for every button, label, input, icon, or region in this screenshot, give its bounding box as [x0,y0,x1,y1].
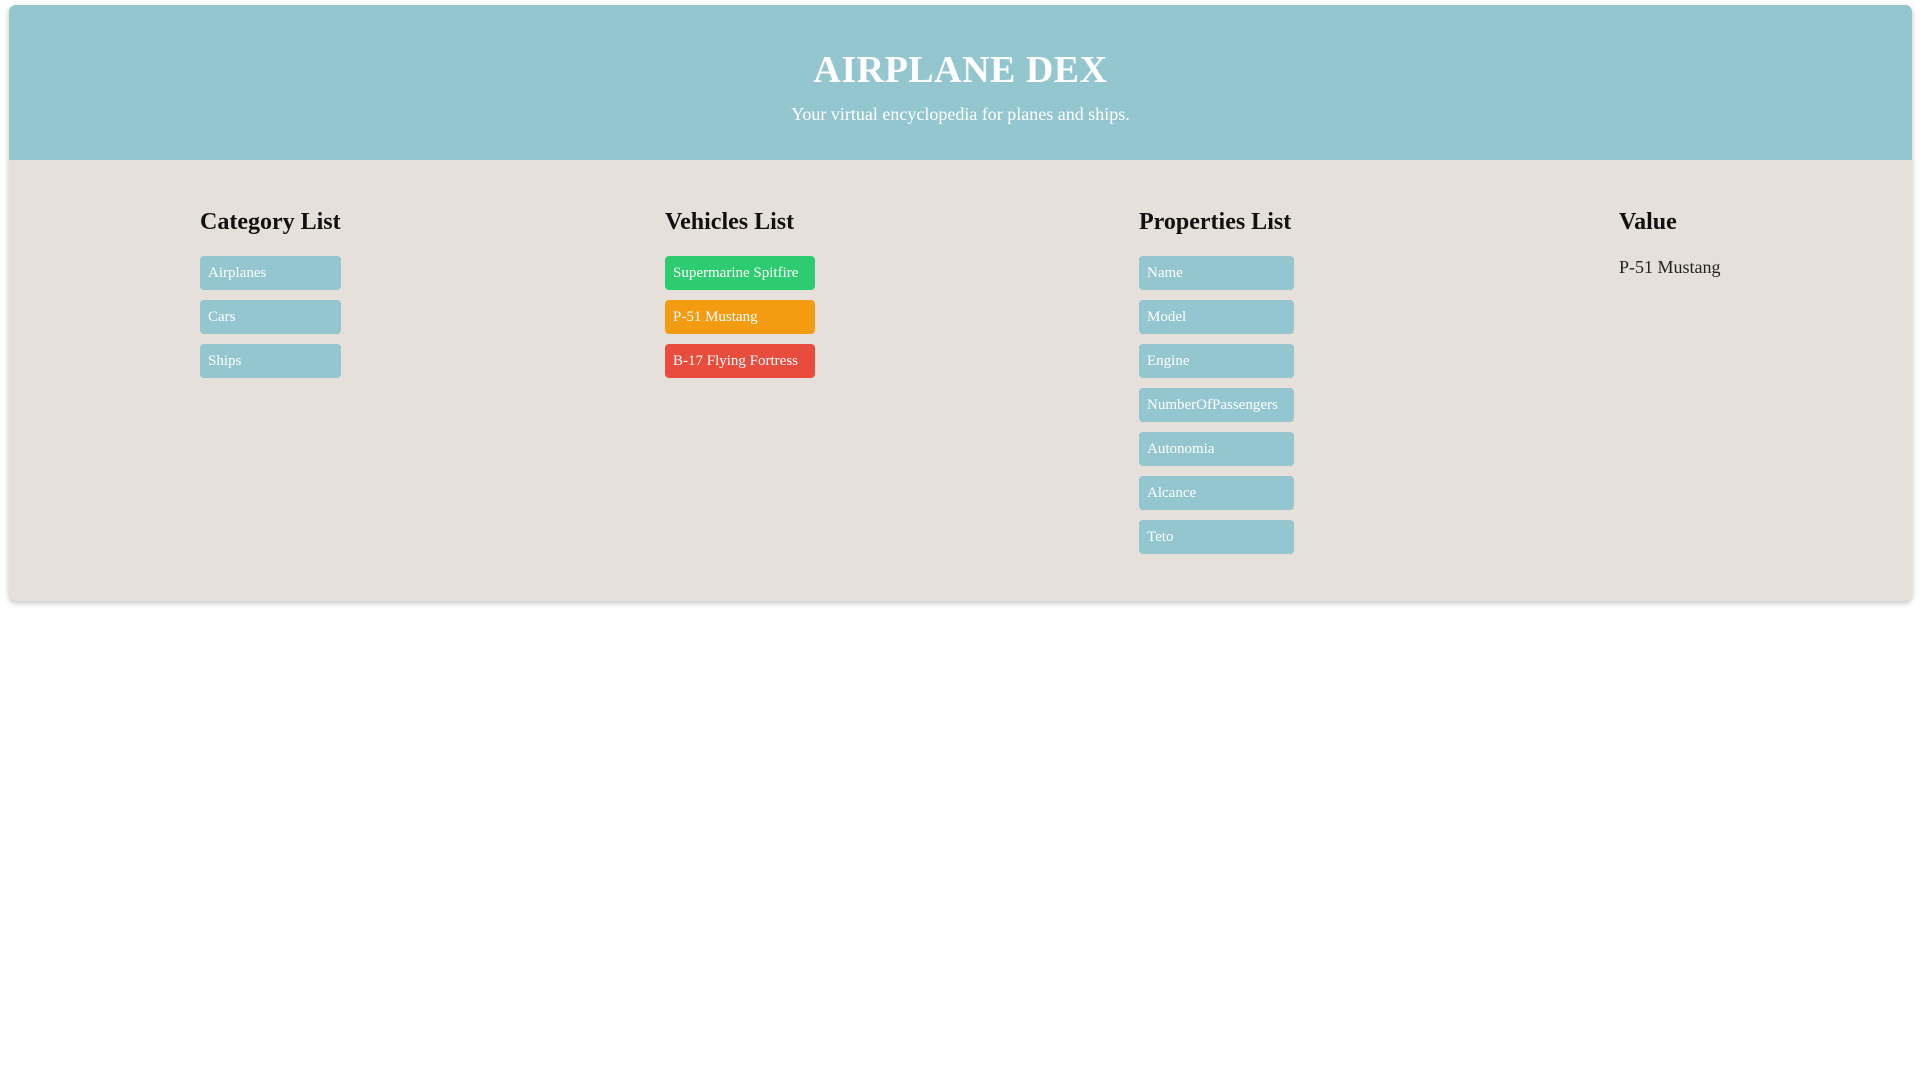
value-column: Value P-51 Mustang [1619,208,1819,278]
properties-column: Properties List Name Model Engine Number… [1139,208,1339,564]
vehicle-item-b17-flying-fortress[interactable]: B-17 Flying Fortress [665,344,815,378]
category-column: Category List Airplanes Cars Ships [200,208,360,388]
property-item-engine[interactable]: Engine [1139,344,1294,378]
vehicles-list: Supermarine Spitfire P-51 Mustang B-17 F… [665,256,865,378]
vehicles-column: Vehicles List Supermarine Spitfire P-51 … [665,208,865,388]
category-item-airplanes[interactable]: Airplanes [200,256,341,290]
properties-list-heading: Properties List [1139,209,1292,235]
vehicle-item-p51-mustang[interactable]: P-51 Mustang [665,300,815,334]
value-heading: Value [1619,209,1677,235]
property-item-number-of-passengers[interactable]: NumberOfPassengers [1139,388,1294,422]
property-item-teto[interactable]: Teto [1139,520,1294,554]
app-title: AIRPLANE DEX [813,49,1108,91]
vehicle-item-supermarine-spitfire[interactable]: Supermarine Spitfire [665,256,815,290]
property-item-model[interactable]: Model [1139,300,1294,334]
property-item-alcance[interactable]: Alcance [1139,476,1294,510]
app-subtitle: Your virtual encyclopedia for planes and… [791,104,1130,124]
property-item-name[interactable]: Name [1139,256,1294,290]
properties-list: Name Model Engine NumberOfPassengers Aut… [1139,256,1339,554]
property-item-autonomia[interactable]: Autonomia [1139,432,1294,466]
vehicles-list-heading: Vehicles List [665,209,795,235]
app-panel: AIRPLANE DEX Your virtual encyclopedia f… [9,5,1912,601]
category-list: Airplanes Cars Ships [200,256,360,378]
header-banner: AIRPLANE DEX Your virtual encyclopedia f… [9,5,1912,160]
category-item-cars[interactable]: Cars [200,300,341,334]
category-list-heading: Category List [200,209,341,235]
category-item-ships[interactable]: Ships [200,344,341,378]
value-text: P-51 Mustang [1619,257,1721,277]
